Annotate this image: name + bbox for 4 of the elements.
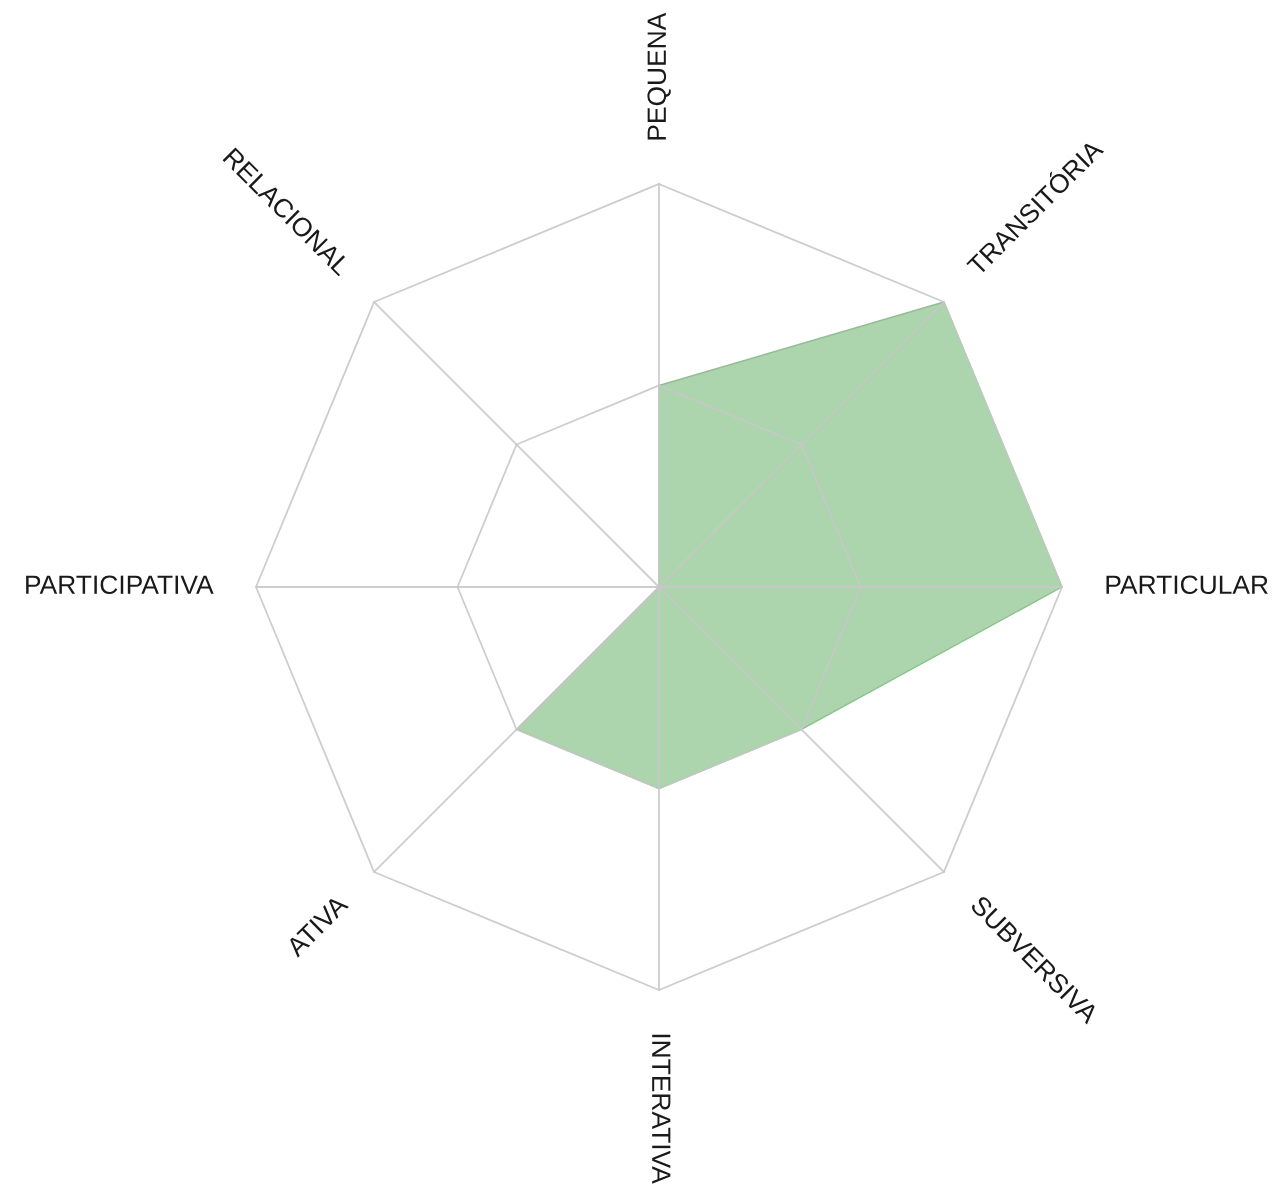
spoke-label: PARTICIPATIVA xyxy=(26,575,214,595)
spoke-label: PEQUENA xyxy=(647,12,671,140)
spoke-label: INTERATIVA xyxy=(652,1034,671,1184)
spoke-label: PARTICULAR xyxy=(1106,575,1268,595)
